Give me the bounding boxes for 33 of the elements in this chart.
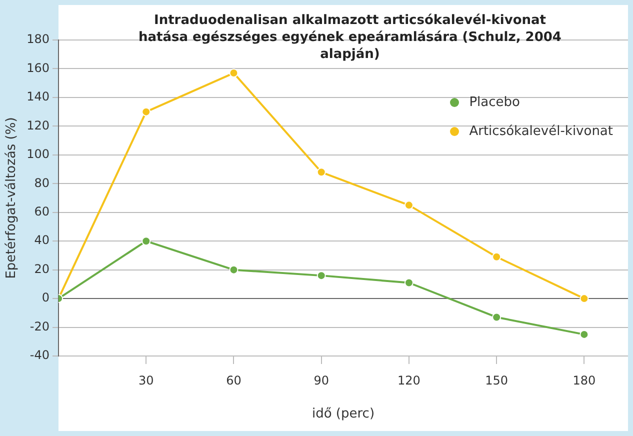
point xyxy=(316,271,326,280)
x-axis-title: idő (perc) xyxy=(312,406,375,422)
x-tick-label: 150 xyxy=(485,373,508,388)
point xyxy=(142,236,151,246)
point xyxy=(492,312,502,322)
legend-label: Placebo xyxy=(469,95,520,110)
y-tick-label: 80 xyxy=(34,176,50,190)
point xyxy=(142,107,151,116)
y-tick-label: 0 xyxy=(42,290,50,305)
y-tick-label: 140 xyxy=(26,90,50,104)
point xyxy=(229,68,238,78)
y-tick-label: 60 xyxy=(34,204,50,218)
x-tick-label: 180 xyxy=(572,373,596,388)
y-tick-label: 100 xyxy=(26,147,50,162)
y-tick-label: -20 xyxy=(30,319,50,334)
y-tick-label: 40 xyxy=(34,233,50,248)
y-tick-label: 120 xyxy=(26,118,50,132)
y-tick-label: 180 xyxy=(26,32,50,46)
x-tick-label: 60 xyxy=(226,373,242,388)
chart-title: Intraduodenalisan alkalmazott articsókalevél-kivonat hatása egészséges egyének epeáramlására (Schulz, 2004 alapján) xyxy=(138,12,562,63)
y-tick-label: 20 xyxy=(34,262,50,276)
x-tick-label: 120 xyxy=(398,373,420,388)
x-tick-label: 90 xyxy=(314,373,329,388)
legend-label: Articsókalevél-kivonat xyxy=(469,124,613,139)
point xyxy=(229,265,238,274)
point xyxy=(316,168,326,177)
x-tick-label: 30 xyxy=(138,373,154,388)
point xyxy=(404,278,414,288)
point xyxy=(404,200,414,210)
y-tick-label: 160 xyxy=(26,60,50,75)
point xyxy=(492,252,502,262)
y-tick-label: -40 xyxy=(30,348,50,362)
y-axis-title: Epetérfogat-változás (%) xyxy=(4,117,20,279)
